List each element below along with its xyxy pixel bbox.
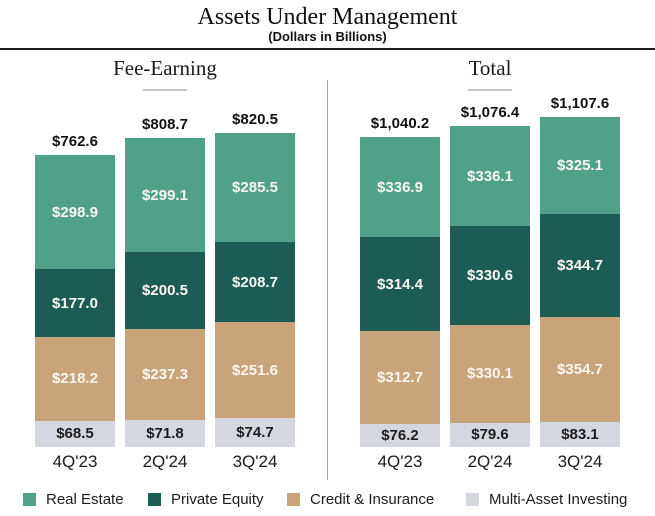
chart-title: Assets Under Management — [197, 4, 458, 30]
title-divider-line — [0, 48, 655, 50]
legend-item-private-equity: Private Equity — [148, 489, 264, 509]
bar-segment-multi-asset-investing: $83.1 — [540, 422, 620, 447]
bar-segment-credit-insurance: $237.3 — [125, 328, 205, 420]
legend-item-real-estate: Real Estate — [23, 489, 124, 509]
bar-segment-multi-asset-investing: $74.7 — [215, 418, 295, 447]
bar-segment-real-estate: $325.1 — [540, 117, 620, 214]
bar-segment-credit-insurance: $218.2 — [35, 337, 115, 421]
x-axis-label-2q-24: 2Q'24 — [467, 452, 513, 471]
legend-swatch-private-equity — [148, 492, 161, 506]
bar-total-label: $1,040.2 — [370, 115, 430, 132]
group-divider-line — [327, 80, 328, 480]
bar-segment-private-equity: $314.4 — [360, 237, 440, 332]
bar-segment-real-estate: $285.5 — [215, 133, 295, 243]
x-axis-label-3q-24: 3Q'24 — [557, 452, 603, 471]
legend-item-label: Private Equity — [171, 490, 264, 508]
bar-segment-multi-asset-investing: $76.2 — [360, 424, 440, 447]
group-header-underline — [143, 89, 187, 91]
bar-segment-private-equity: $200.5 — [125, 252, 205, 329]
bar-segment-private-equity: $330.6 — [450, 226, 530, 325]
legend-swatch-credit-insurance — [287, 492, 300, 506]
legend-item-label: Credit & Insurance — [310, 490, 435, 508]
stacked-bar-fee-earning-3q-24: $285.5 $208.7 $251.6 $74.7 — [215, 133, 295, 447]
legend-swatch-real-estate — [23, 492, 36, 506]
bar-segment-credit-insurance: $251.6 — [215, 322, 295, 419]
bar-segment-real-estate: $298.9 — [35, 155, 115, 270]
stacked-bar-total-4q-23: $336.9 $314.4 $312.7 $76.2 — [360, 137, 440, 447]
stacked-bar-fee-earning-2q-24: $299.1 $200.5 $237.3 $71.8 — [125, 138, 205, 447]
x-axis-label-3q-24: 3Q'24 — [232, 452, 278, 471]
bar-segment-multi-asset-investing: $79.6 — [450, 422, 530, 447]
x-axis-label-4q-23: 4Q'23 — [377, 452, 423, 471]
bar-total-label: $1,107.6 — [550, 95, 610, 112]
bar-segment-real-estate: $336.1 — [450, 126, 530, 227]
chart-subtitle: (Dollars in Billions) — [268, 29, 387, 44]
bar-segment-real-estate: $336.9 — [360, 137, 440, 238]
group-header-total: Total — [468, 56, 512, 80]
stacked-bar-total-3q-24: $325.1 $344.7 $354.7 $83.1 — [540, 117, 620, 447]
bar-segment-private-equity: $177.0 — [35, 269, 115, 338]
bar-segment-private-equity: $208.7 — [215, 242, 295, 323]
bar-segment-credit-insurance: $330.1 — [450, 324, 530, 423]
group-header-underline — [468, 89, 512, 91]
bar-total-label: $762.6 — [52, 133, 98, 150]
bar-total-label: $808.7 — [142, 116, 188, 133]
bar-segment-multi-asset-investing: $68.5 — [35, 420, 115, 447]
legend-item-multi-asset-investing: Multi-Asset Investing — [466, 489, 627, 509]
legend-item-label: Real Estate — [46, 490, 124, 508]
bar-segment-credit-insurance: $312.7 — [360, 331, 440, 425]
legend-swatch-multi-asset-investing — [466, 492, 479, 506]
bar-total-label: $820.5 — [232, 111, 278, 128]
x-axis-label-4q-23: 4Q'23 — [52, 452, 98, 471]
stacked-bar-fee-earning-4q-23: $298.9 $177.0 $218.2 $68.5 — [35, 155, 115, 447]
bar-segment-credit-insurance: $354.7 — [540, 316, 620, 423]
legend-item-credit-insurance: Credit & Insurance — [287, 489, 434, 509]
group-header-fee-earning: Fee-Earning — [113, 56, 217, 80]
legend-item-label: Multi-Asset Investing — [489, 490, 628, 508]
bar-segment-private-equity: $344.7 — [540, 213, 620, 317]
bar-total-label: $1,076.4 — [460, 104, 520, 121]
stacked-bar-total-2q-24: $336.1 $330.6 $330.1 $79.6 — [450, 126, 530, 447]
bar-segment-real-estate: $299.1 — [125, 138, 205, 253]
bar-segment-multi-asset-investing: $71.8 — [125, 419, 205, 447]
x-axis-label-2q-24: 2Q'24 — [142, 452, 188, 471]
